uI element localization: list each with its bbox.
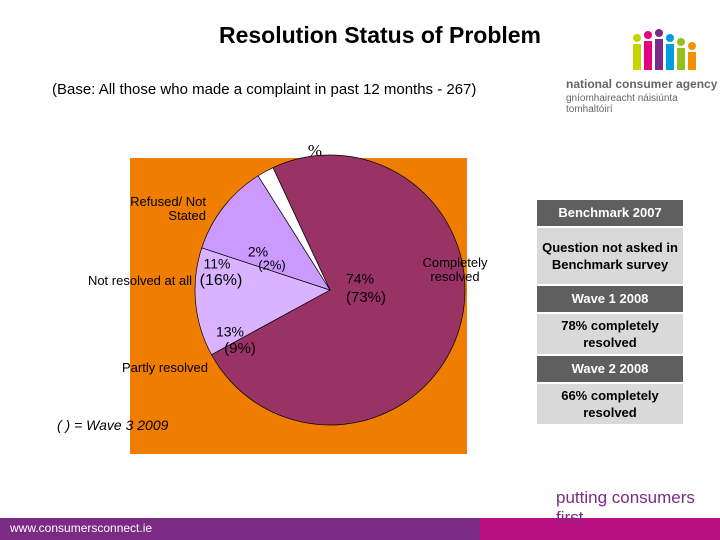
logo <box>633 29 696 70</box>
sidebar-text: Question not asked in Benchmark survey <box>537 228 683 284</box>
sidebar-header: Wave 1 2008 <box>537 286 683 312</box>
data-label: (9%) <box>224 340 256 357</box>
pie-slice <box>201 175 331 291</box>
data-label: 2% <box>248 244 268 260</box>
pie-slice <box>210 154 466 426</box>
brand-irish: gníomhaireacht náisiúnta tomhaltóirí <box>566 93 678 115</box>
sidebar-header: Benchmark 2007 <box>537 200 683 226</box>
brand-name: national consumer agency <box>566 77 718 91</box>
slogan: putting consumers first <box>556 488 695 527</box>
category-label: Refused/ Not Stated <box>130 194 206 223</box>
data-label: 74% <box>346 271 374 287</box>
pie-slice <box>194 247 331 356</box>
subtitle: (Base: All those who made a complaint in… <box>52 81 477 98</box>
sidebar: Benchmark 2007 Question not asked in Benc… <box>537 200 683 426</box>
data-label: (2%) <box>258 257 285 272</box>
sidebar-text: 66% completely resolved <box>537 384 683 424</box>
data-label: 13% <box>216 324 244 340</box>
footer-accent <box>480 518 720 540</box>
title: Resolution Status of Problem <box>218 22 542 48</box>
data-label: (73%) <box>346 289 386 306</box>
data-label: 11% <box>204 256 231 272</box>
category-label: Completely resolved <box>422 255 488 284</box>
sidebar-header: Wave 2 2008 <box>537 356 683 382</box>
note: ( ) = Wave 3 2009 <box>57 417 169 433</box>
pie-slice <box>257 167 331 291</box>
url: www.consumersconnect.ie <box>10 521 153 535</box>
data-label: (16%) <box>200 272 243 289</box>
sidebar-text: 78% completely resolved <box>537 314 683 354</box>
category-label: Partly resolved <box>122 360 208 375</box>
category-label: Not resolved at all <box>87 273 192 288</box>
